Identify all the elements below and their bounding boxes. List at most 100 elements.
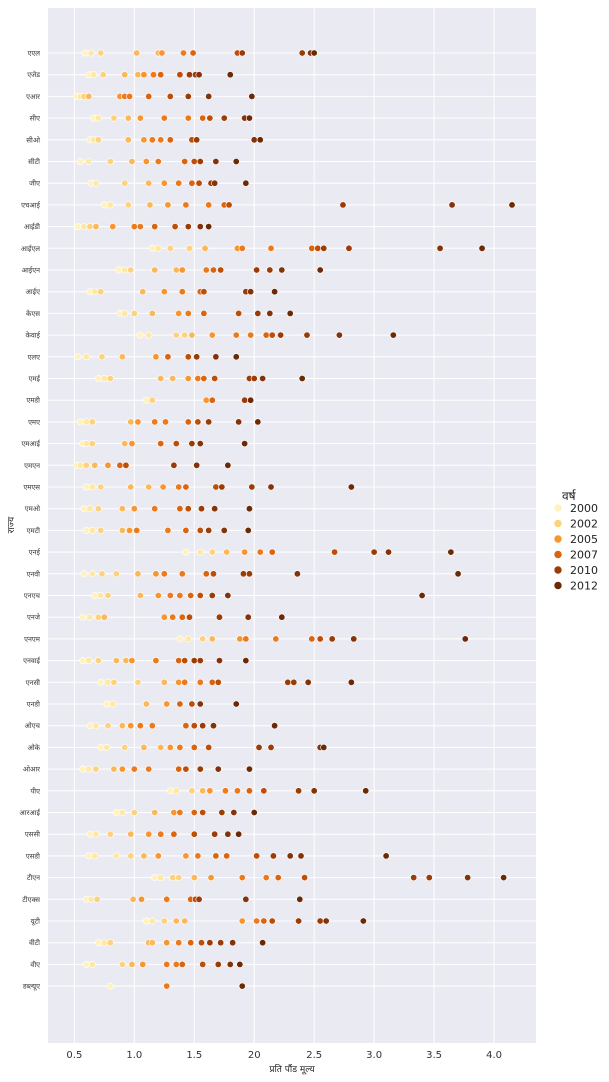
data-point <box>250 374 258 382</box>
legend-label: 2005 <box>570 533 598 546</box>
x-tick-label: 3.0 <box>366 1050 382 1061</box>
data-point <box>136 331 144 339</box>
data-point <box>112 570 120 578</box>
y-tick-label: आईएल <box>21 244 40 253</box>
data-point <box>245 505 253 513</box>
data-point <box>188 700 196 708</box>
data-point <box>211 374 219 382</box>
y-tick-label: एनवी <box>27 569 41 578</box>
data-point <box>238 982 246 990</box>
data-point <box>148 309 156 317</box>
data-point <box>175 874 183 882</box>
data-point <box>208 331 216 339</box>
data-point <box>103 743 111 751</box>
data-point <box>253 917 261 925</box>
data-point <box>87 49 95 57</box>
data-point <box>92 830 100 838</box>
y-tick-label: एनएच <box>24 592 41 600</box>
data-point <box>196 765 204 773</box>
y-tick-label: वीटी <box>29 938 40 947</box>
data-point <box>154 591 162 599</box>
data-point <box>196 440 204 448</box>
data-point <box>86 505 94 513</box>
data-point <box>290 678 298 686</box>
data-point <box>100 201 108 209</box>
data-point <box>182 548 190 556</box>
data-point <box>259 939 267 947</box>
data-point <box>145 830 153 838</box>
data-point <box>118 353 126 361</box>
data-point <box>308 635 316 643</box>
data-point <box>296 895 304 903</box>
data-point <box>202 266 210 274</box>
data-point <box>178 288 186 296</box>
data-point <box>181 331 189 339</box>
data-point <box>142 396 150 404</box>
data-point <box>151 505 159 513</box>
data-point <box>220 526 228 534</box>
data-point <box>508 201 516 209</box>
data-point <box>79 765 87 773</box>
data-point <box>208 548 216 556</box>
data-point <box>166 244 174 252</box>
data-point <box>212 483 220 491</box>
y-tick-label: आईएन <box>22 266 40 275</box>
data-point <box>207 874 215 882</box>
data-point <box>242 657 250 665</box>
data-point <box>224 461 232 469</box>
y-tick-label: सीओ <box>26 135 41 144</box>
data-point <box>79 613 87 621</box>
data-point <box>97 526 105 534</box>
data-point <box>295 917 303 925</box>
data-point <box>182 722 190 730</box>
data-point <box>170 830 178 838</box>
data-point <box>230 808 238 816</box>
data-point <box>322 917 330 925</box>
data-point <box>209 722 217 730</box>
data-point <box>154 158 162 166</box>
data-point <box>166 136 174 144</box>
data-point <box>271 288 279 296</box>
data-point <box>464 874 472 882</box>
data-point <box>136 223 144 231</box>
data-point <box>500 874 508 882</box>
data-point <box>118 505 126 513</box>
data-point <box>214 678 222 686</box>
data-point <box>277 331 285 339</box>
y-tick-label: ओके <box>27 743 40 752</box>
data-point <box>238 49 246 57</box>
data-point <box>335 331 343 339</box>
data-point <box>157 743 165 751</box>
data-point <box>148 136 156 144</box>
data-point <box>172 440 180 448</box>
data-point <box>242 635 250 643</box>
data-point <box>436 244 444 252</box>
data-point <box>211 505 219 513</box>
data-point <box>184 418 192 426</box>
data-point <box>74 353 82 361</box>
data-point <box>99 71 107 79</box>
y-tick-label: एनजे <box>27 613 41 622</box>
data-point <box>157 830 165 838</box>
data-point <box>320 244 328 252</box>
data-point <box>157 440 165 448</box>
data-point <box>214 765 222 773</box>
data-point <box>94 613 102 621</box>
data-point <box>425 874 433 882</box>
data-point <box>159 483 167 491</box>
data-point <box>190 158 198 166</box>
data-point <box>94 374 102 382</box>
y-tick-label: आईडी <box>24 222 40 231</box>
data-point <box>205 223 213 231</box>
data-point <box>91 591 99 599</box>
data-point <box>247 396 255 404</box>
data-point <box>85 92 93 100</box>
data-point <box>245 765 253 773</box>
data-point <box>172 917 180 925</box>
data-point <box>197 505 205 513</box>
data-point <box>242 895 250 903</box>
data-point <box>160 678 168 686</box>
data-point <box>130 309 138 317</box>
data-point <box>106 830 114 838</box>
